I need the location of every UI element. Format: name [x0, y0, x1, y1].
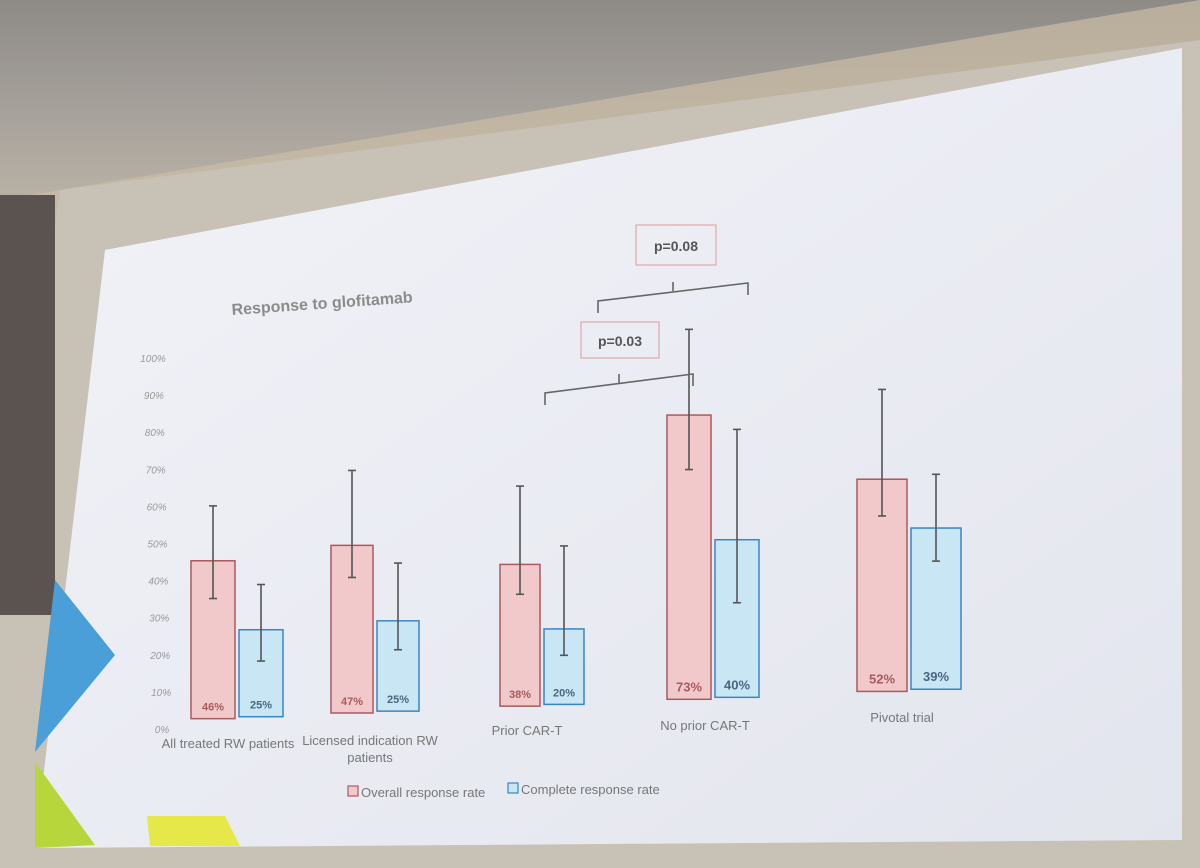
y-tick-label: 80%: [145, 428, 165, 439]
p-value-box: [580, 321, 660, 359]
x-tick-label: Licensed indication RW patients: [302, 733, 438, 765]
p-value-box: [635, 224, 717, 266]
bar-value-label: 73%: [676, 679, 702, 694]
y-tick-label: 0%: [155, 725, 170, 736]
slide: [35, 48, 1182, 848]
decor-yellow-bar: [147, 816, 240, 846]
bar-value-label: 47%: [341, 696, 363, 708]
y-tick-label: 100%: [140, 354, 166, 365]
legend-swatch-complete: [507, 782, 519, 794]
bar-group: 47% 25%: [330, 469, 420, 714]
y-tick-label: 50%: [147, 540, 167, 551]
bar-value-label: 25%: [250, 700, 272, 712]
y-tick-label: 20%: [149, 651, 170, 662]
bar-value-label: 40%: [724, 677, 750, 692]
y-axis: 0% 10% 20% 30% 40% 50% 60% 70% 80% 90% 100%: [140, 354, 171, 736]
legend-label-overall: Overall response rate: [361, 785, 485, 800]
bar-value-label: 20%: [553, 687, 575, 699]
y-tick-label: 30%: [149, 614, 169, 625]
legend-swatch-overall: [347, 785, 359, 797]
decor-blue-triangle: [35, 580, 115, 752]
bar-series: 46% 25% 47% 25% 38% 20% 73% 40% 52% 39%: [190, 328, 962, 720]
bar-value-label: 39%: [923, 669, 949, 684]
x-tick-label: No prior CAR-T: [660, 718, 750, 733]
bar-value-label: 46%: [202, 702, 224, 714]
y-tick-label: 70%: [146, 465, 166, 476]
bar-overall-response: [330, 544, 374, 714]
x-tick-label-line: Licensed indication RW: [302, 733, 438, 748]
p-value-label: p=0.03: [598, 333, 642, 349]
p-value-label: p=0.08: [654, 238, 698, 254]
x-tick-label: All treated RW patients: [162, 736, 295, 751]
left-post: [0, 195, 55, 615]
x-tick-label: Pivotal trial: [870, 710, 934, 725]
legend: Overall response rate Complete response …: [347, 782, 660, 800]
bar-group: 52% 39%: [856, 388, 962, 693]
bar-value-label: 52%: [869, 671, 895, 686]
bar-value-label: 25%: [387, 694, 409, 706]
y-tick-label: 10%: [151, 688, 171, 699]
bar-group: 46% 25%: [190, 505, 284, 720]
bar-group: 73% 40%: [666, 328, 760, 701]
bar-group: 38% 20%: [499, 485, 585, 707]
significance-annotations: p=0.03 p=0.08: [544, 224, 749, 405]
x-axis-labels: All treated RW patients Licensed indicati…: [162, 710, 934, 765]
legend-label-complete: Complete response rate: [521, 782, 660, 797]
significance-bracket: [597, 282, 749, 313]
y-tick-label: 60%: [147, 502, 167, 513]
x-tick-label: Prior CAR-T: [492, 723, 563, 738]
x-tick-label-line: patients: [347, 750, 393, 765]
bar-value-label: 38%: [509, 689, 531, 701]
y-tick-label: 40%: [148, 577, 168, 588]
significance-bracket: [544, 373, 694, 405]
decor-green-triangle: [35, 762, 95, 848]
y-tick-label: 90%: [144, 391, 164, 402]
